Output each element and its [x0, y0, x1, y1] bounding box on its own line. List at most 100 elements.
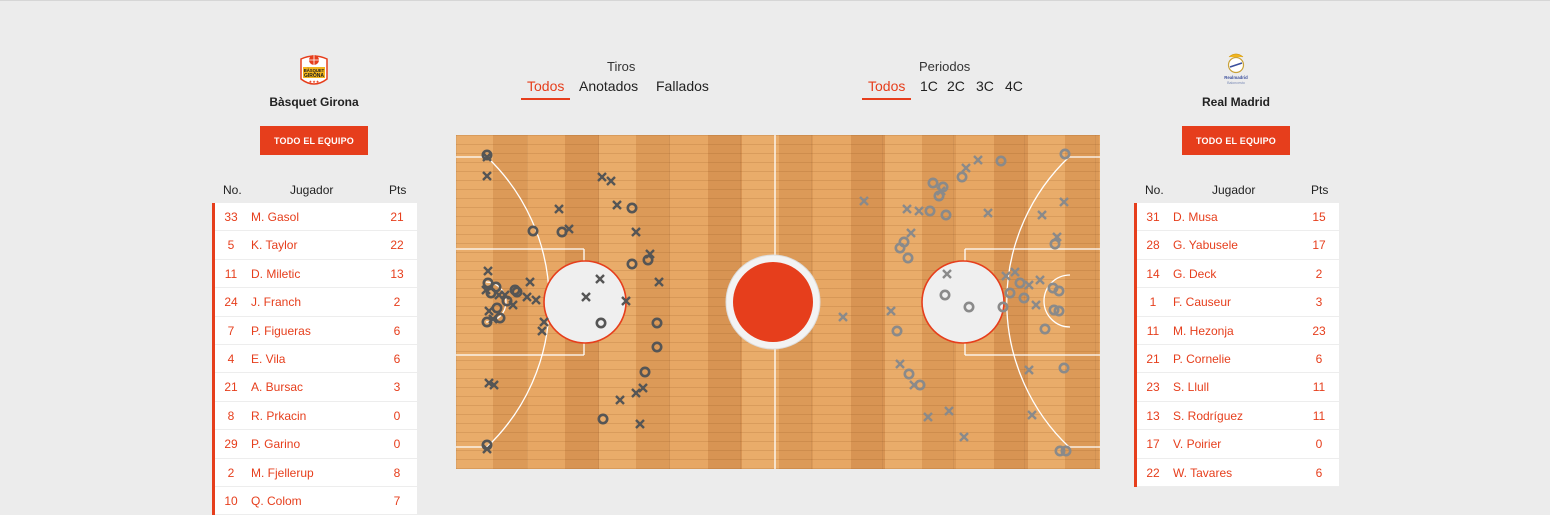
girona-missed-shot [606, 176, 616, 186]
player-row[interactable]: 21 P. Cornelie 6 [1137, 345, 1339, 374]
shots-option-todos[interactable]: Todos [521, 78, 571, 100]
shots-option-anotados[interactable]: Anotados [579, 78, 639, 94]
player-points: 0 [393, 408, 401, 423]
player-row[interactable]: 23 S. Llull 11 [1137, 373, 1339, 402]
girona-made-shot [595, 317, 607, 329]
player-number: 2 [227, 465, 235, 480]
roster-header: No. Jugador Pts [1136, 183, 1336, 197]
player-row[interactable]: 21 A. Bursac 3 [215, 373, 417, 402]
player-number: 21 [224, 380, 238, 395]
player-name[interactable]: D. Musa [1173, 210, 1218, 224]
player-number: 33 [224, 210, 238, 224]
madrid-missed-shot [1031, 300, 1041, 310]
period-option-3c[interactable]: 3C [976, 78, 994, 94]
madrid-missed-shot [961, 163, 971, 173]
player-row[interactable]: 11 M. Hezonja 23 [1137, 317, 1339, 345]
player-name[interactable]: W. Tavares [1173, 465, 1233, 480]
player-row[interactable]: 17 V. Poirier 0 [1137, 430, 1339, 459]
player-row[interactable]: 29 P. Garino 0 [215, 430, 417, 459]
player-row[interactable]: 2 M. Fjellerup 8 [215, 459, 417, 487]
player-number: 24 [224, 295, 238, 310]
player-name[interactable]: M. Fjellerup [251, 465, 314, 480]
player-name[interactable]: S. Llull [1173, 380, 1210, 395]
player-name[interactable]: S. Rodríguez [1173, 408, 1244, 423]
period-option-todos[interactable]: Todos [862, 78, 912, 100]
shots-filter-title: Tiros [607, 59, 636, 74]
madrid-made-shot [914, 379, 926, 391]
madrid-missed-shot [1024, 280, 1034, 290]
real-madrid-logo: Realmadrid Baloncesto [1224, 53, 1248, 85]
team-all-button[interactable]: TODO EL EQUIPO [1182, 126, 1290, 155]
player-row[interactable]: 31 D. Musa 15 [1137, 203, 1339, 232]
player-name[interactable]: M. Hezonja [1173, 323, 1234, 338]
player-row[interactable]: 33 M. Gasol 21 [215, 203, 417, 232]
player-name[interactable]: P. Cornelie [1173, 351, 1231, 366]
madrid-missed-shot [902, 204, 912, 214]
player-row[interactable]: 24 J. Franch 2 [215, 288, 417, 317]
girona-missed-shot [631, 227, 641, 237]
madrid-missed-shot [859, 196, 869, 206]
girona-made-shot [527, 225, 539, 237]
player-points: 6 [393, 351, 401, 366]
player-number: 21 [1146, 351, 1160, 366]
period-option-2c[interactable]: 2C [947, 78, 965, 94]
shots-option-fallados[interactable]: Fallados [656, 78, 709, 94]
player-row[interactable]: 5 K. Taylor 22 [215, 231, 417, 260]
period-option-4c[interactable]: 4C [1005, 78, 1023, 94]
team-all-button[interactable]: TODO EL EQUIPO [260, 126, 368, 155]
player-row[interactable]: 10 Q. Colom 7 [215, 487, 417, 515]
player-name[interactable]: K. Taylor [251, 238, 298, 253]
player-name[interactable]: G. Deck [1173, 266, 1217, 281]
madrid-missed-shot [1035, 275, 1045, 285]
player-number: 14 [1146, 266, 1160, 281]
player-name[interactable]: D. Miletic [251, 266, 301, 281]
player-number: 13 [1146, 408, 1160, 423]
madrid-missed-shot [959, 432, 969, 442]
player-row[interactable]: 14 G. Deck 2 [1137, 260, 1339, 289]
player-row[interactable]: 11 D. Miletic 13 [215, 260, 417, 289]
player-row[interactable]: 1 F. Causeur 3 [1137, 288, 1339, 317]
header-pts: Pts [1311, 183, 1329, 197]
player-name[interactable]: M. Gasol [251, 210, 300, 224]
shot-chart [456, 135, 1100, 469]
player-points: 0 [393, 437, 401, 452]
player-points: 8 [393, 465, 401, 480]
madrid-missed-shot [1059, 197, 1069, 207]
player-list: 33 M. Gasol 21 5 K. Taylor 22 11 D. Miletic 13 24… [212, 203, 417, 515]
player-name[interactable]: V. Poirier [1173, 437, 1222, 452]
girona-missed-shot [615, 395, 625, 405]
player-number: 8 [227, 408, 235, 423]
period-option-1c[interactable]: 1C [920, 78, 938, 94]
player-name[interactable]: Q. Colom [251, 493, 302, 508]
girona-missed-shot [481, 285, 491, 295]
player-row[interactable]: 8 R. Prkacin 0 [215, 402, 417, 431]
madrid-missed-shot [983, 208, 993, 218]
madrid-made-shot [1058, 362, 1070, 374]
player-row[interactable]: 22 W. Tavares 6 [1137, 459, 1339, 487]
madrid-missed-shot [1037, 210, 1047, 220]
team-name: Real Madrid [1201, 95, 1270, 109]
girona-made-shot [651, 317, 663, 329]
madrid-missed-shot [838, 312, 848, 322]
player-name[interactable]: F. Causeur [1173, 295, 1232, 310]
player-points: 6 [393, 323, 401, 338]
player-name[interactable]: J. Franch [251, 295, 302, 310]
player-name[interactable]: P. Figueras [251, 323, 311, 338]
header-no: No. [1145, 183, 1164, 197]
player-name[interactable]: R. Prkacin [251, 408, 307, 423]
player-name[interactable]: P. Garino [251, 437, 301, 452]
girona-made-shot [494, 312, 506, 324]
girona-made-shot [491, 302, 503, 314]
player-name[interactable]: E. Vila [251, 351, 286, 366]
girona-missed-shot [483, 266, 493, 276]
player-row[interactable]: 4 E. Vila 6 [215, 345, 417, 374]
player-row[interactable]: 28 G. Yabusele 17 [1137, 231, 1339, 260]
player-row[interactable]: 13 S. Rodríguez 11 [1137, 402, 1339, 431]
player-name[interactable]: A. Bursac [251, 380, 304, 395]
player-name[interactable]: G. Yabusele [1173, 238, 1238, 253]
girona-missed-shot [525, 277, 535, 287]
header-player: Jugador [1212, 183, 1256, 197]
player-row[interactable]: 7 P. Figueras 6 [215, 317, 417, 345]
madrid-made-shot [1014, 277, 1026, 289]
madrid-missed-shot [886, 306, 896, 316]
